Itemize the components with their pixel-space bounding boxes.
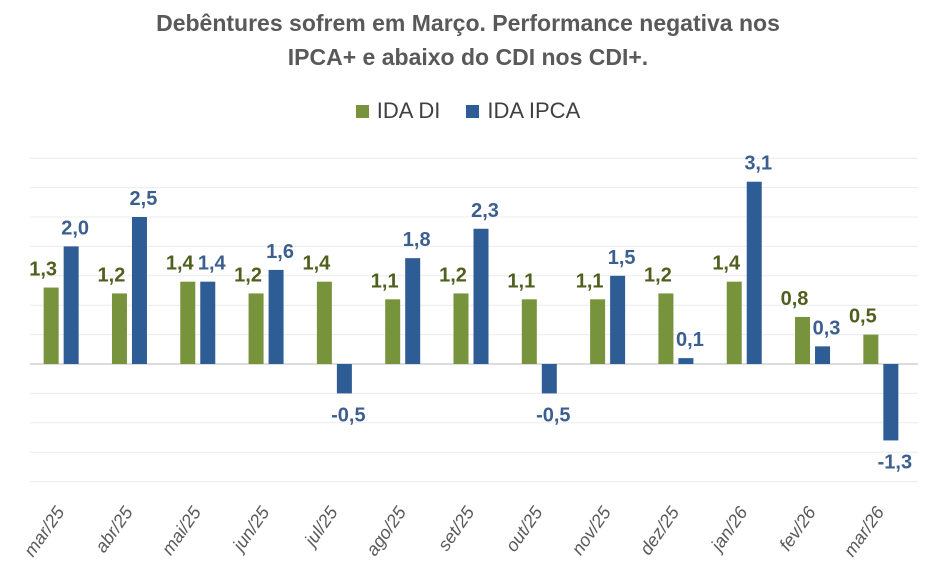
bar-ida-di [385, 299, 401, 364]
x-tick-label: jun/25 [227, 502, 274, 557]
legend-label-ida-ipca: IDA IPCA [487, 98, 581, 123]
data-label-ida-ipca: 1,8 [403, 229, 431, 251]
x-tick-label: jul/25 [299, 502, 342, 552]
legend-label-ida-di: IDA DI [376, 98, 441, 123]
bar-ida-di [590, 299, 606, 364]
bar-ida-ipca [678, 358, 694, 364]
data-label-ida-di: 1,1 [507, 270, 535, 292]
bar-ida-ipca [268, 269, 284, 364]
bar-ida-ipca [131, 217, 147, 364]
x-tick-label: mar/25 [20, 502, 69, 560]
data-label-ida-ipca: 0,3 [813, 317, 841, 339]
legend-swatch-ida-di [355, 104, 369, 118]
data-label-ida-ipca: 3,1 [744, 153, 772, 175]
x-tick-label: fev/26 [775, 502, 820, 554]
chart-title-line-1: Debêntures sofrem em Março. Performance … [156, 10, 780, 36]
bar-ida-ipca [336, 364, 352, 394]
bar-ida-ipca [63, 246, 79, 364]
data-label-ida-di: 1,2 [644, 264, 672, 286]
legend: IDA DI IDA IPCA [0, 98, 936, 124]
bar-ida-ipca [815, 346, 831, 364]
data-label-ida-di: 1,1 [371, 270, 399, 292]
data-label-ida-ipca: -0,5 [536, 404, 570, 426]
legend-item-ida-di: IDA DI [355, 98, 441, 124]
data-label-ida-ipca: 2,0 [61, 217, 89, 239]
data-label-ida-di: 1,4 [712, 253, 741, 275]
bar-ida-di [863, 334, 879, 364]
bar-ida-ipca [610, 275, 626, 364]
x-tick-label: dez/25 [636, 502, 684, 559]
data-label-ida-di: 0,5 [849, 306, 877, 328]
bar-ida-ipca [541, 364, 557, 394]
chart-title-line-2: IPCA+ e abaixo do CDI nos CDI+. [287, 44, 649, 70]
data-label-ida-ipca: -0,5 [331, 404, 365, 426]
bar-ida-ipca [473, 228, 489, 364]
data-label-ida-di: 1,3 [29, 259, 57, 281]
data-label-ida-di: 1,4 [302, 253, 331, 275]
bar-ida-ipca [746, 181, 762, 364]
bar-ida-di [726, 281, 742, 364]
data-label-ida-di: 0,8 [781, 288, 809, 310]
bar-ida-di [43, 287, 59, 364]
data-label-ida-ipca: 1,5 [608, 247, 636, 269]
data-label-ida-di: 1,1 [576, 270, 604, 292]
x-tick-label: out/25 [501, 502, 547, 555]
x-tick-label: nov/25 [568, 502, 616, 559]
x-tick-label: ago/25 [362, 502, 411, 559]
bar-ida-di [521, 299, 537, 364]
data-label-ida-ipca: 1,4 [198, 253, 227, 275]
data-label-ida-ipca: 2,3 [471, 200, 499, 222]
data-label-ida-di: 1,2 [234, 264, 262, 286]
bar-ida-di [248, 293, 264, 364]
legend-item-ida-ipca: IDA IPCA [466, 98, 580, 124]
data-label-ida-di: 1,2 [439, 264, 467, 286]
x-tick-label: jan/26 [705, 502, 752, 557]
bar-ida-di [180, 281, 196, 364]
x-tick-label: mar/26 [840, 502, 889, 560]
data-label-ida-di: 1,4 [166, 253, 195, 275]
data-label-ida-ipca: 0,1 [676, 329, 704, 351]
bar-ida-di [316, 281, 332, 364]
bar-ida-di [658, 293, 674, 364]
bar-ida-ipca [405, 258, 421, 364]
bar-ida-ipca [200, 281, 216, 364]
legend-swatch-ida-ipca [466, 104, 480, 118]
data-label-ida-ipca: 2,5 [130, 188, 158, 210]
x-tick-label: abr/25 [91, 502, 137, 556]
data-label-ida-ipca: 1,6 [266, 241, 294, 263]
bar-ida-di [111, 293, 127, 364]
bar-ida-di [453, 293, 469, 364]
data-label-ida-di: 1,2 [98, 264, 126, 286]
x-tick-label: set/25 [434, 502, 479, 554]
bar-ida-ipca [883, 364, 899, 441]
bar-ida-di [795, 316, 811, 364]
data-label-ida-ipca: -1,3 [878, 451, 912, 473]
x-tick-label: mai/25 [158, 502, 206, 559]
